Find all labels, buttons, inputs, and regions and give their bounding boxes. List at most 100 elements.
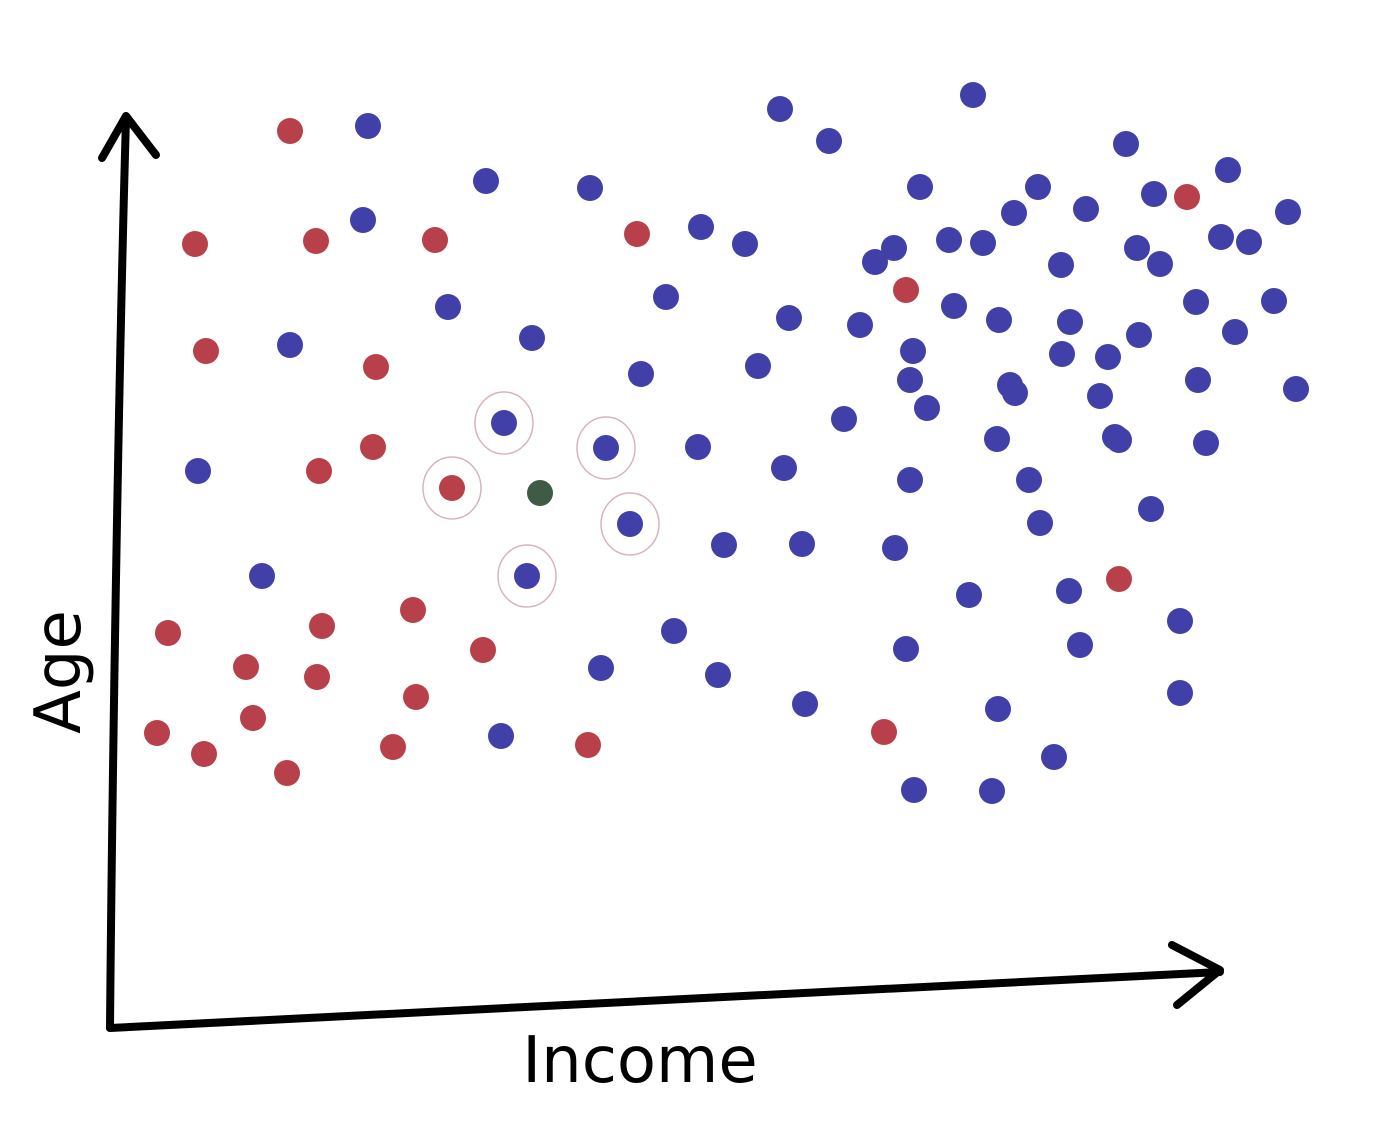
point [1041,744,1067,770]
point [897,367,923,393]
point [422,227,448,253]
point [1087,383,1113,409]
point [914,395,940,421]
point [400,597,426,623]
point [527,480,553,506]
point [1126,322,1152,348]
point [1056,578,1082,604]
point [711,532,737,558]
point [473,168,499,194]
point [661,618,687,644]
point [900,338,926,364]
point [306,458,332,484]
point [767,96,793,122]
point [901,777,927,803]
point [588,655,614,681]
point [1283,376,1309,402]
point [491,410,517,436]
point [1215,157,1241,183]
point [1236,229,1262,255]
point [1027,510,1053,536]
point [249,563,275,589]
point [577,175,603,201]
point [792,691,818,717]
point [970,230,996,256]
point [907,174,933,200]
point [593,435,619,461]
point [732,231,758,257]
point [439,475,465,501]
point [985,696,1011,722]
point [1275,199,1301,225]
point [1067,632,1093,658]
point [688,214,714,240]
point [155,620,181,646]
point [653,284,679,310]
point [514,563,540,589]
point [984,426,1010,452]
point [355,113,381,139]
point [893,636,919,662]
point [847,312,873,338]
point [435,294,461,320]
point [1208,224,1234,250]
point [776,305,802,331]
point [1193,430,1219,456]
point [1095,344,1121,370]
point [1147,251,1173,277]
neighbor-ring [497,544,557,608]
point [617,511,643,537]
point [1167,608,1193,634]
point [685,434,711,460]
point [277,332,303,358]
point [624,221,650,247]
point [1106,566,1132,592]
point [277,118,303,144]
point [628,361,654,387]
point [470,637,496,663]
point [185,458,211,484]
point [309,613,335,639]
point [350,207,376,233]
y-axis-label: Age [22,610,96,734]
point [1025,174,1051,200]
point [240,705,266,731]
point [1002,380,1028,406]
point [831,406,857,432]
point [882,535,908,561]
point [1106,427,1132,453]
point [1138,496,1164,522]
point [303,228,329,254]
point [191,741,217,767]
point [403,684,429,710]
point [1057,309,1083,335]
point [575,732,601,758]
point [1124,235,1150,261]
point [936,227,962,253]
point [960,82,986,108]
point [1141,181,1167,207]
point [789,531,815,557]
neighbor-ring [422,456,482,520]
point [1048,252,1074,278]
point [1185,367,1211,393]
point [363,354,389,380]
point [380,734,406,760]
point [1183,289,1209,315]
point [979,778,1005,804]
point [1222,319,1248,345]
neighbor-ring [600,492,660,556]
point [893,277,919,303]
point [941,293,967,319]
x-axis [106,941,1224,1032]
point [816,128,842,154]
point [745,353,771,379]
point [862,249,888,275]
point [519,325,545,351]
point [274,760,300,786]
point [1167,680,1193,706]
x-axis-label: Income [522,1024,758,1098]
point [1174,184,1200,210]
